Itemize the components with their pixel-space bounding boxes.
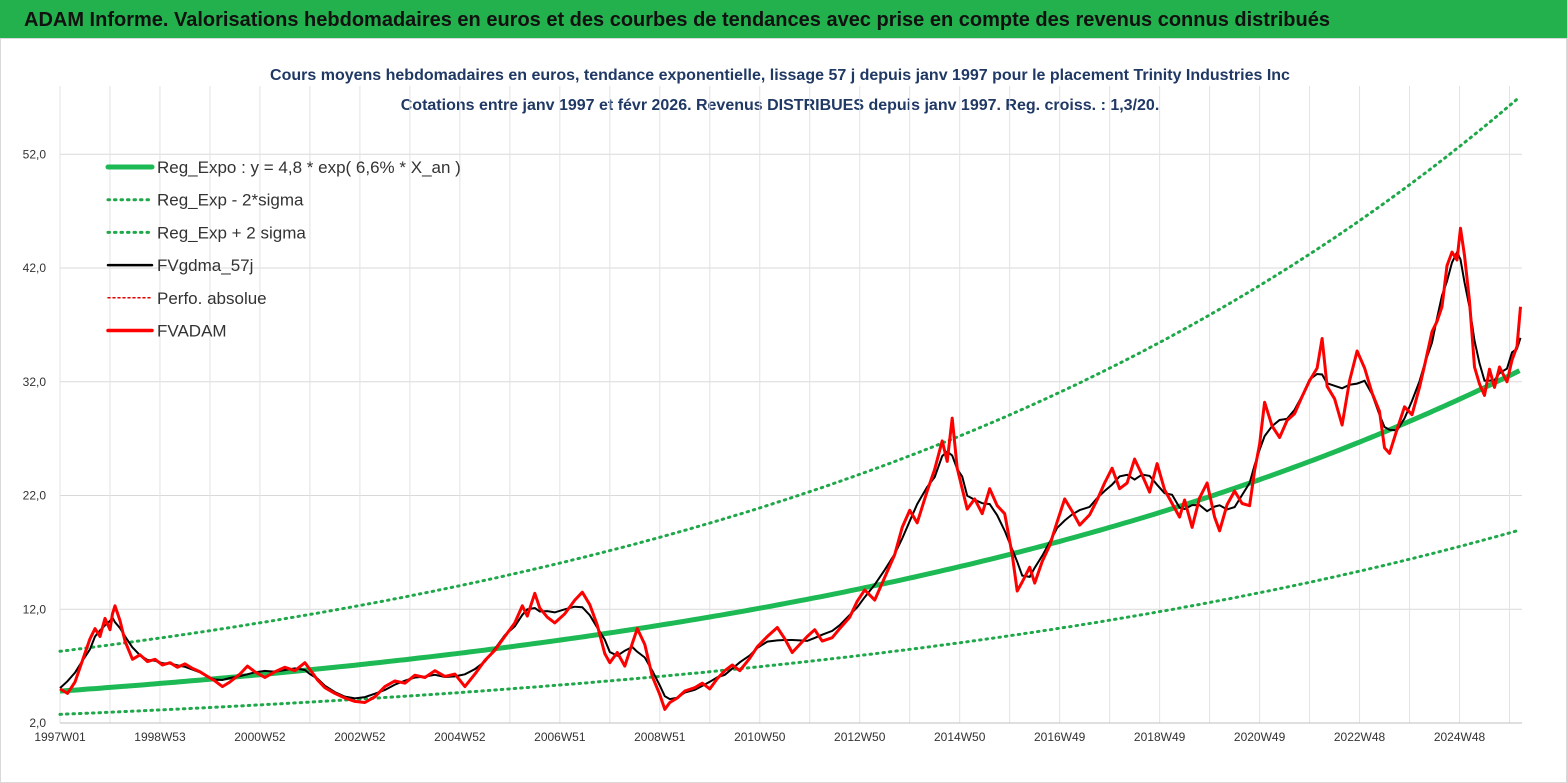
legend-label: FVADAM xyxy=(157,322,227,341)
x-tick-label: 2022W48 xyxy=(1334,730,1386,744)
y-tick-label: 32,0 xyxy=(23,375,47,389)
legend-label: Perfo. absolue xyxy=(157,289,267,308)
y-tick-label: 2,0 xyxy=(29,716,46,730)
chart-title: Cours moyens hebdomadaires en euros, ten… xyxy=(270,67,1290,84)
report-header: ADAM Informe. Valorisations hebdomadaire… xyxy=(0,0,1567,38)
legend-label: Reg_Expo : y = 4,8 * exp( 6,6% * X_an ) xyxy=(157,158,461,177)
x-tick-label: 2018W49 xyxy=(1134,730,1186,744)
legend-label: Reg_Exp + 2 sigma xyxy=(157,223,306,242)
y-tick-label: 52,0 xyxy=(23,147,47,161)
trend-chart: Cours moyens hebdomadaires en euros, ten… xyxy=(0,38,1567,783)
chart-frame xyxy=(0,38,1567,783)
y-tick-label: 12,0 xyxy=(23,602,47,616)
x-tick-label: 2008W51 xyxy=(634,730,686,744)
chart-series xyxy=(58,95,1522,716)
x-tick-label: 2004W52 xyxy=(434,730,486,744)
x-tick-label: 2024W48 xyxy=(1434,730,1486,744)
x-tick-label: 2006W51 xyxy=(534,730,586,744)
chart-legend: Reg_Expo : y = 4,8 * exp( 6,6% * X_an ) R… xyxy=(105,158,461,341)
chart-subtitle: Cotations entre janv 1997 et févr 2026. … xyxy=(401,97,1160,114)
fvadam-line xyxy=(59,226,1522,711)
band-lower-line xyxy=(58,528,1521,716)
x-tick-label: 2012W50 xyxy=(834,730,886,744)
x-tick-label: 2000W52 xyxy=(234,730,286,744)
report-title: ADAM Informe. Valorisations hebdomadaire… xyxy=(24,9,1330,31)
x-tick-label: 1997W01 xyxy=(34,730,86,744)
x-tick-label: 2002W52 xyxy=(334,730,386,744)
x-tick-label: 2010W50 xyxy=(734,730,786,744)
chart-axes: 2,0 12,0 22,0 32,0 42,0 52,0 1997W01 1998W53 200… xyxy=(23,147,1522,744)
legend-label: Reg_Exp - 2*sigma xyxy=(157,191,304,210)
x-tick-label: 2014W50 xyxy=(934,730,986,744)
y-tick-label: 42,0 xyxy=(23,261,47,275)
x-tick-label: 2020W49 xyxy=(1234,730,1286,744)
x-tick-label: 2016W49 xyxy=(1034,730,1086,744)
x-tick-label: 1998W53 xyxy=(134,730,186,744)
band-upper-line xyxy=(58,95,1521,653)
y-tick-label: 22,0 xyxy=(23,489,47,503)
legend-label: FVgdma_57j xyxy=(157,256,253,275)
